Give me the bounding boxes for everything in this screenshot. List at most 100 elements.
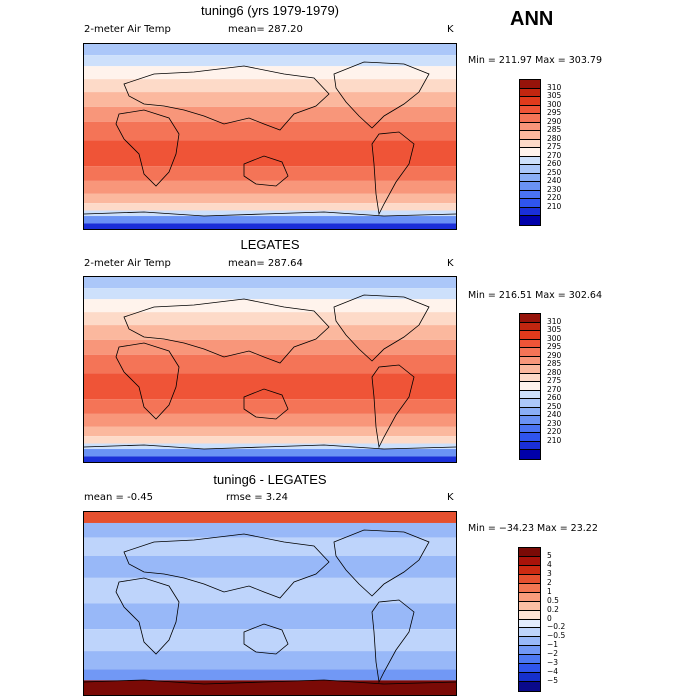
colorbar-tick-label: 295 <box>547 342 562 352</box>
coastline <box>371 131 415 216</box>
colorbar-swatch <box>519 628 540 638</box>
colorbar-ticks: 310 305 300 295 290 285 280 275 270 260 250 240 230 2… <box>547 79 587 224</box>
units-label: K <box>447 24 454 35</box>
colorbar-tick-label: 280 <box>547 133 562 143</box>
colorbar-swatch <box>520 190 540 200</box>
colorbar-swatch <box>520 131 540 140</box>
colorbar-swatch <box>520 165 540 174</box>
colorbar-swatch <box>520 148 540 157</box>
map-band <box>84 443 456 450</box>
colorbar-tick-label: 270 <box>547 384 562 394</box>
map-band <box>84 223 456 229</box>
colorbar-tick-label: 230 <box>547 184 562 194</box>
coastline <box>115 577 180 655</box>
mean-label: mean= 287.20 <box>228 24 303 35</box>
colorbar-swatch <box>519 548 540 557</box>
colorbar-swatch <box>520 450 540 459</box>
colorbar <box>518 547 541 692</box>
map-band <box>84 288 456 300</box>
mean-label: mean= 287.64 <box>228 258 303 269</box>
colorbar-swatch <box>519 556 540 566</box>
map-band <box>84 436 456 444</box>
map-band <box>84 426 456 437</box>
colorbar-swatch <box>520 88 540 98</box>
colorbar-swatch <box>520 182 540 191</box>
colorbar-tick-label: 210 <box>547 435 562 445</box>
map-band <box>84 339 456 355</box>
coastline <box>333 294 430 362</box>
map-band <box>84 216 456 224</box>
map-band <box>84 180 456 194</box>
colorbar-tick-label: 250 <box>547 401 562 411</box>
colorbar-tick-label: 0 <box>547 613 552 623</box>
colorbar-tick-label: 290 <box>547 116 562 126</box>
colorbar-tick-label: 250 <box>547 167 562 177</box>
mean-label: mean = -0.45 <box>84 492 153 503</box>
colorbar-swatch <box>520 199 540 208</box>
map-band <box>84 456 456 462</box>
colorbar-tick-label: 260 <box>547 159 562 169</box>
colorbar-swatch <box>520 139 540 149</box>
map-band <box>84 312 456 326</box>
map-band <box>84 203 456 211</box>
colorbar-swatch <box>520 356 540 366</box>
coastline <box>243 623 289 655</box>
colorbar-swatch <box>520 365 540 374</box>
variable-label: 2-meter Air Temp <box>84 24 171 35</box>
colorbar-swatch <box>520 322 540 332</box>
colorbar-tick-label: −1 <box>547 640 559 650</box>
map-band <box>84 92 456 107</box>
map-band <box>84 55 456 67</box>
colorbar-tick-label: 240 <box>547 410 562 420</box>
map-canvas <box>84 44 456 229</box>
colorbar-swatch <box>520 207 540 217</box>
colorbar-swatch <box>520 348 540 357</box>
coastline <box>243 388 289 420</box>
colorbar-swatch <box>520 114 540 123</box>
map-band <box>84 577 456 604</box>
coastline <box>123 65 330 131</box>
colorbar-tick-label: 290 <box>547 350 562 360</box>
colorbar-swatch <box>519 574 540 584</box>
colorbar-swatch <box>519 655 540 665</box>
colorbar-swatch <box>520 416 540 425</box>
map-band <box>84 603 456 630</box>
colorbar-tick-label: 3 <box>547 568 552 578</box>
units-label: K <box>447 258 454 269</box>
min-max-label: Min = 211.97 Max = 303.79 <box>468 55 602 66</box>
map-band <box>84 166 456 181</box>
colorbar-tick-label: 0.5 <box>547 595 559 605</box>
min-max-label: Min = 216.51 Max = 302.64 <box>468 290 602 301</box>
season-label: ANN <box>510 8 554 30</box>
colorbar-swatch <box>520 399 540 408</box>
variable-label: 2-meter Air Temp <box>84 258 171 269</box>
coastline <box>115 109 180 187</box>
colorbar-tick-label: 5 <box>547 550 552 560</box>
map-band <box>84 210 456 217</box>
map-band <box>84 512 456 523</box>
colorbar-swatch <box>520 105 540 115</box>
map-canvas <box>84 277 456 462</box>
colorbar-tick-label: 210 <box>547 201 562 211</box>
map-band <box>84 354 456 374</box>
colorbar <box>519 313 541 460</box>
coastline <box>333 61 430 129</box>
colorbar-swatch <box>519 583 540 593</box>
colorbar-tick-label: 280 <box>547 367 562 377</box>
colorbar-tick-label: 305 <box>547 325 562 335</box>
colorbar-tick-label: −5 <box>547 676 559 686</box>
colorbar-swatch <box>520 424 540 434</box>
map-band <box>84 193 456 204</box>
colorbar-tick-label: 305 <box>547 91 562 101</box>
map-band <box>84 522 456 538</box>
colorbar-swatch <box>520 173 540 183</box>
colorbar-swatch <box>519 646 540 656</box>
colorbar-swatch <box>520 407 540 417</box>
coastline <box>123 533 330 599</box>
colorbar-tick-label: 275 <box>547 376 562 386</box>
coastline <box>371 599 415 684</box>
map-band <box>84 629 456 652</box>
colorbar-tick-label: 220 <box>547 427 562 437</box>
panel-title: LEGATES <box>240 237 300 252</box>
map-band <box>84 680 456 695</box>
